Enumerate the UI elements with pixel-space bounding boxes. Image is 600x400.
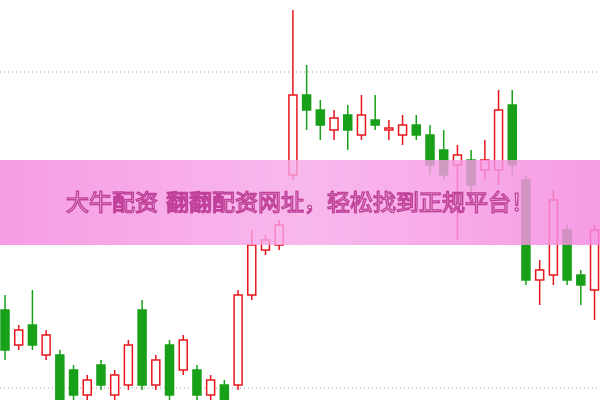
candle-body: [247, 244, 257, 296]
candle-body: [96, 364, 106, 386]
candle-body: [178, 339, 188, 371]
candle-body: [41, 334, 51, 356]
candle-body: [384, 127, 394, 131]
candle-body: [82, 379, 93, 396]
candle-body: [151, 359, 161, 386]
banner-title: 大牛配资 翻翻配资网址，轻松找到正规平台！: [66, 190, 534, 217]
candle-body: [55, 354, 65, 400]
candle-body: [356, 114, 367, 136]
candle-body: [342, 114, 353, 131]
candle-body: [137, 309, 147, 386]
candle-body: [507, 104, 518, 166]
candle-body: [411, 124, 422, 136]
grid: [0, 71, 600, 389]
candle-body: [27, 324, 38, 346]
candle-body: [219, 384, 230, 400]
candle-body: [397, 124, 408, 136]
candle-body: [192, 369, 202, 396]
candle-body: [0, 309, 10, 351]
candle-body: [576, 274, 586, 286]
candle-body: [370, 119, 380, 126]
candle-body: [534, 269, 545, 281]
candle-body: [13, 329, 24, 346]
candle-body: [329, 117, 339, 131]
candle-body: [205, 379, 216, 396]
candle-body: [164, 344, 175, 396]
candle-body: [233, 294, 243, 386]
candle-body: [123, 344, 134, 386]
candle-body: [301, 94, 312, 111]
candle-body: [315, 109, 326, 126]
banner: [0, 160, 600, 245]
candle-body: [109, 374, 120, 396]
candle-body: [68, 369, 79, 396]
